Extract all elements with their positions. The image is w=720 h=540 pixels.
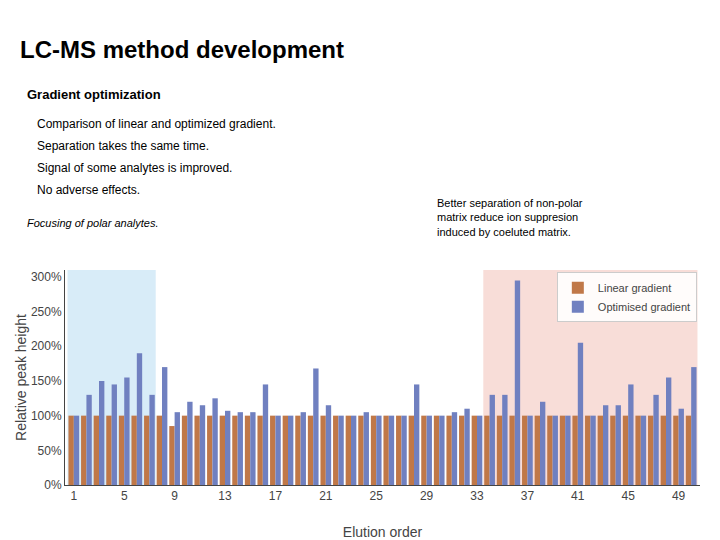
svg-text:1: 1 [70,489,77,503]
svg-text:300%: 300% [31,270,62,284]
svg-text:Signal of some analytes is imp: Signal of some analytes is improved. [37,161,232,175]
svg-text:37: 37 [521,489,535,503]
svg-text:100%: 100% [31,409,62,423]
svg-text:49: 49 [672,489,686,503]
svg-text:LC-MS method development: LC-MS method development [20,36,344,63]
svg-text:Relative peak height: Relative peak height [13,314,29,441]
svg-text:Elution order: Elution order [343,524,423,540]
svg-text:Gradient optimization: Gradient optimization [27,87,161,102]
svg-text:17: 17 [269,489,283,503]
svg-text:33: 33 [470,489,484,503]
svg-text:13: 13 [218,489,232,503]
svg-text:Linear gradient: Linear gradient [598,282,671,294]
svg-text:Focusing of polar analytes.: Focusing of polar analytes. [27,217,158,229]
svg-text:50%: 50% [38,444,62,458]
svg-text:5: 5 [121,489,128,503]
svg-text:25: 25 [370,489,384,503]
svg-text:No adverse effects.: No adverse effects. [37,183,140,197]
svg-text:150%: 150% [31,374,62,388]
svg-text:Better separation of non-polar: Better separation of non-polarmatrix red… [437,197,583,238]
svg-text:41: 41 [571,489,585,503]
svg-text:0%: 0% [44,478,62,492]
svg-text:250%: 250% [31,305,62,319]
svg-text:Separation takes the same time: Separation takes the same time. [37,139,209,153]
svg-text:29: 29 [420,489,434,503]
svg-text:9: 9 [171,489,178,503]
svg-text:Optimised gradient: Optimised gradient [598,301,690,313]
svg-text:Comparison of linear and optim: Comparison of linear and optimized gradi… [37,117,276,131]
svg-text:21: 21 [319,489,333,503]
svg-text:45: 45 [622,489,636,503]
svg-text:200%: 200% [31,339,62,353]
